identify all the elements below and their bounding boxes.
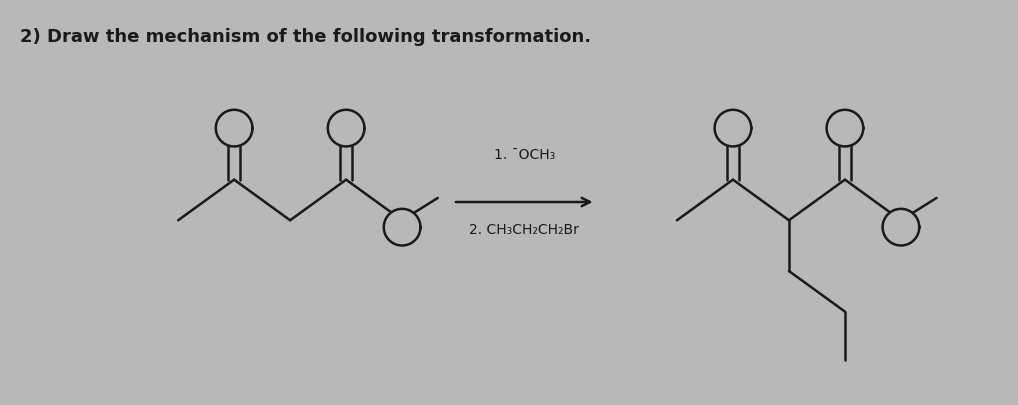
Polygon shape [827,111,863,147]
Text: 2. CH₃CH₂CH₂Br: 2. CH₃CH₂CH₂Br [469,223,579,237]
Polygon shape [216,111,252,147]
Polygon shape [328,111,364,147]
Polygon shape [883,209,919,246]
Text: 2) Draw the mechanism of the following transformation.: 2) Draw the mechanism of the following t… [20,28,591,46]
Polygon shape [715,111,751,147]
Text: 1. ¯OCH₃: 1. ¯OCH₃ [494,148,555,162]
Polygon shape [384,209,420,246]
